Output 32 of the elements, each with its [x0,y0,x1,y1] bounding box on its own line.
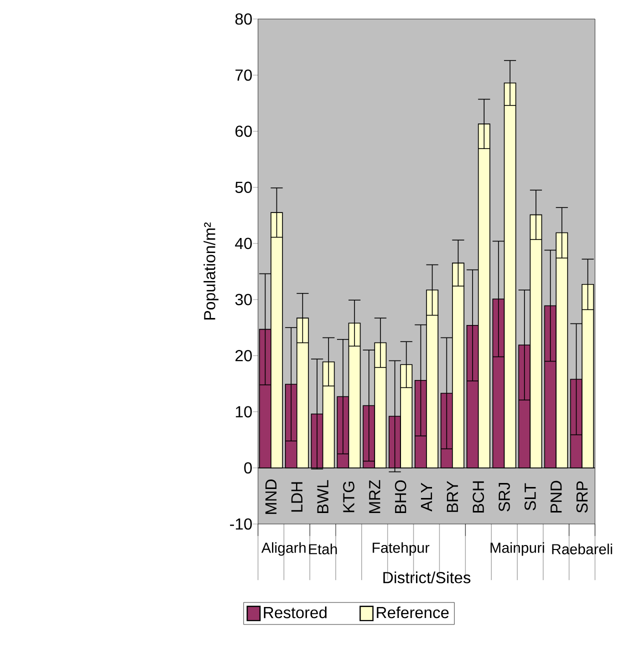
text: Raebareli [552,544,612,554]
y-tick-label: 60 [235,126,252,137]
text: Etah [309,544,337,554]
x-tick-label: ALY [421,482,432,512]
x-tick-label: KTG [343,482,354,512]
y-tick-label: 30 [235,294,252,306]
y-tick-label: 40 [235,238,252,250]
x-axis-title: District/Sites [383,572,470,584]
x-tick-label: BWL [317,480,328,513]
x-tick-label: SRP [576,481,588,513]
y-tick-label: 10 [236,406,252,418]
y-tick-label: 0 [244,462,252,474]
text: Aligarh [261,542,306,556]
y-tick-label: 20 [235,350,252,362]
text: Mainpuri [490,542,544,556]
x-tick-label: BRY [446,480,458,512]
x-tick-label: BHO [394,480,406,513]
legend-label: Restored [264,606,327,618]
x-tick-label: BCH [472,481,484,513]
x-tick-label: SLT [524,483,536,510]
x-tick-label: MND [265,479,276,514]
x-tick-label: MRZ [369,480,380,513]
y-tick-label: 70 [235,69,252,81]
x-tick-label: LDH [291,482,302,512]
x-tick-label: PND [550,480,562,513]
y-axis-title: Population/m² [204,222,218,320]
x-tick-label: SRJ [498,483,510,512]
text: Fatehpur [372,542,430,556]
y-tick-label: 50 [235,182,252,193]
y-tick-label: 80 [235,13,252,25]
y-tick-label: -10 [230,518,252,530]
legend-label: Reference [376,606,449,618]
